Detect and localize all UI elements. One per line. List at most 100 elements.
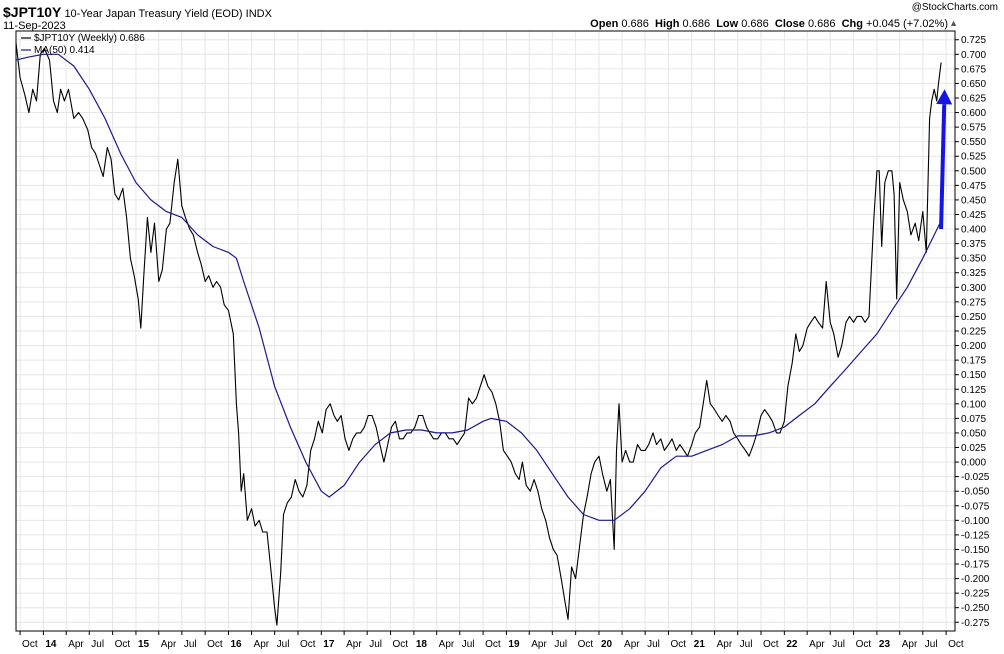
x-tick-label: Oct xyxy=(22,639,38,650)
chg-arrow-icon: ▲ xyxy=(949,18,958,28)
x-tick-label: Jul xyxy=(647,639,660,650)
x-tick-label: 18 xyxy=(416,639,428,650)
x-tick-label: Jul xyxy=(832,639,845,650)
open-label: Open xyxy=(590,18,619,30)
y-tick-label: 0.375 xyxy=(961,239,986,250)
y-tick-label: -0.150 xyxy=(961,545,990,556)
y-tick-label: -0.275 xyxy=(961,618,990,629)
y-tick-label: -0.225 xyxy=(961,589,990,600)
x-tick-label: 19 xyxy=(508,639,520,650)
y-tick-label: 0.000 xyxy=(961,458,986,469)
y-tick-label: 0.650 xyxy=(961,79,986,90)
x-tick-label: 20 xyxy=(601,639,613,650)
chart-date: 11-Sep-2023 xyxy=(3,20,66,32)
y-axis: 0.725 0.700 0.675 0.650 0.625 0.600 0.575 0.550… xyxy=(955,35,990,629)
x-tick-label: Oct xyxy=(763,639,779,650)
x-tick-label: Oct xyxy=(578,639,594,650)
y-tick-label: 0.025 xyxy=(961,443,986,454)
x-tick-label: Oct xyxy=(485,639,501,650)
annotation-layer xyxy=(936,89,953,230)
x-tick-label: 14 xyxy=(45,639,57,650)
x-tick-label: Jul xyxy=(462,639,475,650)
ticker-symbol: $JPT10Y xyxy=(3,4,62,20)
price-series-line xyxy=(15,42,942,626)
y-tick-label: 0.575 xyxy=(961,123,986,134)
y-tick-label: 0.125 xyxy=(961,385,986,396)
x-tick-label: Jul xyxy=(554,639,567,650)
x-tick-label: Apr xyxy=(439,639,455,650)
x-tick-label: Apr xyxy=(717,639,733,650)
y-tick-label: 0.475 xyxy=(961,181,986,192)
high-label: High xyxy=(655,18,680,30)
x-tick-label: 21 xyxy=(694,639,706,650)
x-tick-label: 17 xyxy=(323,639,335,650)
trend-arrow-shaft xyxy=(939,104,947,230)
chart-title: 10-Year Japan Treasury Yield (EOD) xyxy=(64,8,243,20)
x-tick-label: Jul xyxy=(740,639,753,650)
y-tick-label: 0.400 xyxy=(961,225,986,236)
y-tick-label: -0.250 xyxy=(961,603,990,614)
y-tick-label: -0.025 xyxy=(961,472,990,483)
legend-price-label: $JPT10Y (Weekly) 0.686 xyxy=(34,33,145,44)
low-value: 0.686 xyxy=(741,18,769,30)
x-tick-label: Oct xyxy=(115,639,131,650)
chg-value: +0.045 (+7.02%) xyxy=(866,18,948,30)
x-tick-label: Jul xyxy=(369,639,382,650)
chg-label: Chg xyxy=(841,18,863,30)
x-axis: Oct 14 Apr Jul Oct 15 Apr Jul Oct 16 Apr Jul Oct 17 Ap… xyxy=(19,631,964,650)
y-tick-label: 0.625 xyxy=(961,93,986,104)
y-tick-label: -0.100 xyxy=(961,516,990,527)
y-tick-label: 0.300 xyxy=(961,283,986,294)
x-tick-label: Apr xyxy=(254,639,270,650)
y-tick-label: 0.675 xyxy=(961,64,986,75)
high-value: 0.686 xyxy=(682,18,711,30)
low-label: Low xyxy=(716,18,739,30)
x-tick-label: 15 xyxy=(138,639,150,650)
x-tick-label: Apr xyxy=(531,639,547,650)
series-layer xyxy=(15,42,942,626)
x-tick-label: 23 xyxy=(879,639,891,650)
grid-layer xyxy=(16,31,955,631)
legend-ma-label: MA(50) 0.414 xyxy=(34,45,95,56)
y-tick-label: 0.050 xyxy=(961,428,986,439)
x-tick-label: Apr xyxy=(346,639,362,650)
y-tick-label: -0.175 xyxy=(961,560,990,571)
x-tick-label: 22 xyxy=(786,639,798,650)
legend: $JPT10Y (Weekly) 0.686 MA(50) 0.414 xyxy=(21,33,145,56)
y-tick-label: 0.250 xyxy=(961,312,986,323)
ma50-series-line xyxy=(15,53,942,521)
x-tick-label: Jul xyxy=(277,639,290,650)
y-tick-label: 0.550 xyxy=(961,137,986,148)
x-tick-label: Oct xyxy=(670,639,686,650)
x-tick-label: Jul xyxy=(925,639,938,650)
y-tick-label: 0.225 xyxy=(961,327,986,338)
x-tick-label: Jul xyxy=(184,639,197,650)
exchange-label: INDX xyxy=(245,8,272,20)
y-tick-label: 0.175 xyxy=(961,356,986,367)
close-label: Close xyxy=(774,18,805,30)
y-tick-label: -0.200 xyxy=(961,574,990,585)
x-tick-label: Apr xyxy=(161,639,177,650)
close-value: 0.686 xyxy=(807,18,836,30)
y-tick-label: 0.450 xyxy=(961,195,986,206)
y-tick-label: 0.725 xyxy=(961,35,986,46)
y-tick-label: 0.525 xyxy=(961,152,986,163)
y-tick-label: 0.075 xyxy=(961,414,986,425)
y-tick-label: 0.350 xyxy=(961,254,986,265)
y-tick-label: 0.425 xyxy=(961,210,986,221)
x-tick-label: Oct xyxy=(207,639,223,650)
x-tick-label: Oct xyxy=(856,639,872,650)
y-tick-label: -0.125 xyxy=(961,530,990,541)
x-tick-label: 16 xyxy=(230,639,242,650)
y-tick-label: -0.075 xyxy=(961,501,990,512)
trend-arrow-head xyxy=(936,89,953,105)
open-value: 0.686 xyxy=(621,18,649,30)
y-tick-label: 0.600 xyxy=(961,108,986,119)
y-tick-label: 0.150 xyxy=(961,370,986,381)
stockcharts-watermark: @StockCharts.com xyxy=(911,2,998,13)
x-tick-label: Apr xyxy=(809,639,825,650)
y-tick-label: 0.200 xyxy=(961,341,986,352)
y-tick-label: 0.100 xyxy=(961,399,986,410)
y-tick-label: 0.325 xyxy=(961,268,986,279)
